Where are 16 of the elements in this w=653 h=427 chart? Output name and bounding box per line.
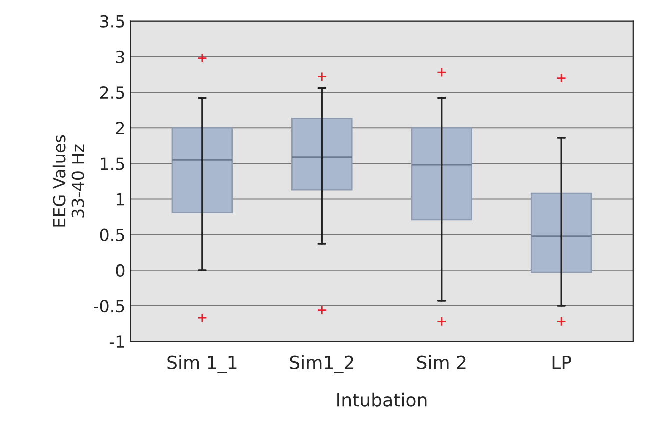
y-tick-label: 0	[116, 264, 125, 277]
y-tick-label: 2	[116, 122, 124, 134]
y-tick-label: 1	[116, 193, 124, 206]
y-tick-label: 3.5	[100, 15, 124, 28]
y-tick-label: 1.5	[101, 158, 124, 170]
y-tick-label: 0.5	[100, 228, 124, 242]
y-tick-label: 3	[116, 50, 124, 64]
x-tick-label: Sim 1_1	[168, 355, 237, 374]
x-tick-label: LP	[552, 356, 572, 370]
x-tick-label: Sim 2	[417, 355, 466, 370]
y-axis-title: EEG Values 33-40 Hz	[52, 135, 84, 227]
y-tick-label: 2.5	[100, 86, 124, 100]
x-axis-title: Intubation	[338, 392, 427, 407]
y-tick-label: -1	[110, 336, 124, 348]
x-tick-label: Sim1_2	[290, 355, 354, 374]
y-tick-label: -0.5	[94, 300, 124, 313]
